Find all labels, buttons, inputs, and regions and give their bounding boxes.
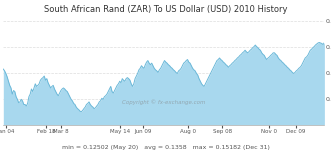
Text: Copyright © fx-exchange.com: Copyright © fx-exchange.com — [122, 99, 206, 105]
Text: South African Rand (ZAR) To US Dollar (USD) 2010 History: South African Rand (ZAR) To US Dollar (U… — [44, 5, 287, 14]
Text: min = 0.12502 (May 20)   avg = 0.1358   max = 0.15182 (Dec 31): min = 0.12502 (May 20) avg = 0.1358 max … — [62, 145, 269, 150]
